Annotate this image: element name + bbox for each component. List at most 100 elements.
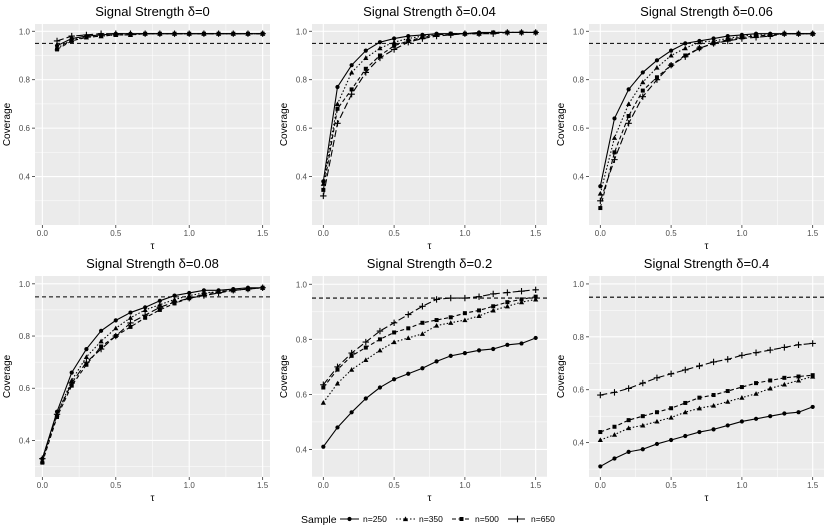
y-tick-label: 0.6 [296, 124, 308, 133]
series-line [322, 31, 536, 190]
data-point [597, 190, 603, 196]
data-point [611, 389, 618, 396]
panel-1: 0.0 0.5 1.0 1.5 0.4 0.6 0.8 1.0 Signal Strength … [2, 4, 270, 252]
data-point [640, 414, 645, 419]
data-point [768, 378, 773, 383]
data-point [348, 91, 355, 98]
data-point [244, 30, 252, 37]
data-point [626, 114, 631, 119]
data-point [377, 347, 383, 353]
data-point [533, 296, 539, 302]
data-point [475, 293, 483, 300]
legend-key-marker [459, 517, 464, 521]
data-point [533, 335, 538, 341]
data-point [390, 46, 398, 53]
x-tick-label: 1.0 [184, 481, 196, 490]
data-point [490, 290, 497, 298]
panel-title: Signal Strength δ=0.06 [640, 4, 773, 19]
data-point [434, 318, 439, 323]
data-point [320, 181, 326, 186]
data-point [84, 346, 89, 352]
data-point [171, 298, 178, 306]
series-n=650 [320, 286, 539, 388]
data-point [640, 422, 646, 428]
y-tick-label: 1.0 [19, 27, 31, 36]
x-tick-label: 1.0 [736, 229, 748, 238]
data-point [639, 379, 646, 387]
x-axis-label: τ [705, 493, 709, 504]
data-point [420, 366, 425, 371]
data-point [490, 307, 496, 313]
data-point [739, 419, 744, 424]
series-n=350 [320, 296, 539, 405]
series-n=250 [598, 404, 815, 469]
x-axis-label: τ [705, 241, 709, 252]
data-point [696, 45, 703, 52]
data-point [640, 88, 645, 93]
data-point [53, 411, 61, 418]
data-point [230, 287, 237, 294]
y-tick-label: 0.8 [19, 76, 31, 85]
data-point [461, 30, 469, 37]
data-point [668, 52, 674, 58]
data-point [405, 38, 412, 46]
data-point [753, 416, 759, 421]
data-point [711, 427, 716, 432]
series-line [41, 287, 263, 459]
data-point [363, 66, 368, 71]
data-point [598, 464, 603, 469]
data-point [392, 36, 397, 41]
data-point [83, 358, 90, 366]
data-point [392, 377, 397, 382]
data-point [320, 192, 327, 200]
data-point [377, 385, 383, 390]
data-point [215, 289, 222, 297]
data-point [128, 324, 133, 329]
data-point [504, 29, 511, 36]
x-tick-label: 0.5 [110, 481, 122, 490]
series-line [599, 33, 813, 187]
data-point [625, 120, 632, 127]
data-point [39, 455, 46, 462]
data-point [597, 197, 604, 204]
data-point [532, 286, 539, 293]
data-point [781, 381, 787, 387]
data-point [654, 410, 659, 415]
data-point [653, 374, 661, 382]
data-point [349, 69, 355, 75]
data-point [419, 35, 426, 42]
data-point [55, 47, 60, 52]
data-point [141, 30, 149, 37]
y-tick-label: 0.4 [573, 439, 585, 448]
data-point [419, 331, 426, 336]
data-point [626, 418, 631, 423]
data-point [377, 45, 383, 51]
x-tick-label: 0.0 [318, 481, 330, 490]
data-point [69, 370, 74, 375]
x-tick-label: 0.5 [389, 481, 401, 490]
series-n=650 [597, 340, 816, 399]
y-tick-label: 1.0 [19, 280, 31, 289]
y-tick-label: 0.6 [573, 386, 585, 395]
data-point [448, 315, 453, 320]
data-point [259, 30, 266, 37]
data-point [505, 342, 510, 347]
data-point [683, 400, 688, 405]
data-point [334, 120, 341, 127]
data-point [376, 54, 384, 62]
data-point [172, 293, 177, 298]
y-tick-label: 0.8 [573, 333, 585, 342]
panel-5: 0.0 0.5 1.0 1.5 0.4 0.6 0.8 1.0 Signal Strength … [279, 256, 547, 504]
data-point [405, 335, 411, 341]
data-point [363, 396, 368, 401]
y-tick-label: 0.6 [296, 390, 308, 399]
data-point [433, 296, 440, 303]
data-point [462, 350, 467, 356]
data-point [334, 380, 341, 386]
data-point [753, 391, 759, 396]
legend-key-marker [514, 515, 521, 523]
data-point [476, 348, 482, 353]
data-point [491, 304, 496, 309]
series-n=650 [597, 30, 816, 204]
